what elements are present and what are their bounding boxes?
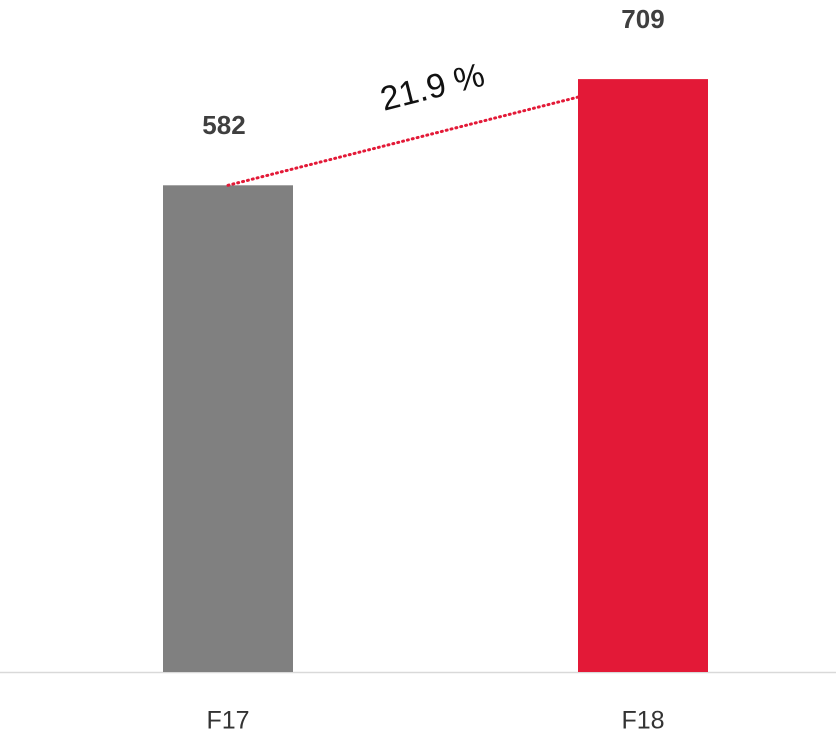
growth-annotation: 21.9 % <box>377 56 489 119</box>
x-tick-label: F17 <box>206 707 249 735</box>
bar <box>163 185 293 673</box>
x-tick-label: F18 <box>621 707 664 735</box>
data-label: 709 <box>621 4 664 34</box>
bar <box>578 79 708 672</box>
data-label: 582 <box>202 110 245 140</box>
growth-connector <box>226 95 580 187</box>
